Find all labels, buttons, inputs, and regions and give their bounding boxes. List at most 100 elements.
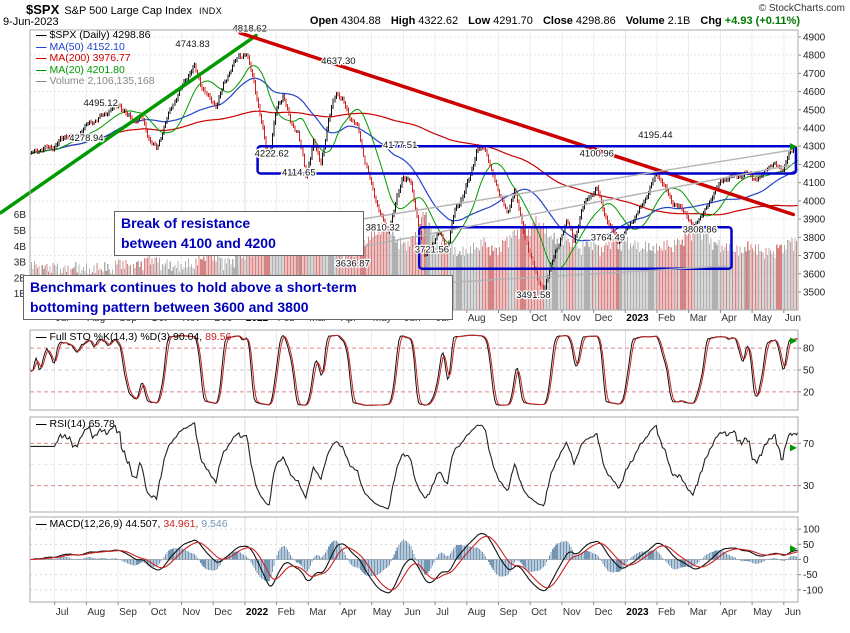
legend-ma200-label: MA(200) 3976.77 bbox=[49, 52, 131, 64]
price-axis-tick: 4400 bbox=[803, 124, 826, 135]
rsi-line-swatch: — bbox=[36, 418, 47, 430]
chg-value: +4.93 (+0.11%) bbox=[724, 15, 800, 27]
last-value-arrow bbox=[790, 337, 797, 345]
last-value-arrow bbox=[790, 444, 797, 452]
price-axis-tick: 3700 bbox=[803, 251, 826, 262]
price-axis-tick: 4800 bbox=[803, 51, 826, 62]
resistance-zone-4100-4200 bbox=[256, 144, 798, 175]
month-axis-label: Nov bbox=[183, 607, 201, 618]
indicator-panels bbox=[29, 334, 799, 594]
month-axis-label: Mar bbox=[690, 607, 708, 618]
stochastic-legend: — Full STO %K(14,3) %D(3) 90.04, 89.56 bbox=[36, 331, 231, 344]
main-chart-legend: — $SPX (Daily) 4298.86 — MA(50) 4152.10 — M… bbox=[36, 29, 155, 88]
svg-text:70: 70 bbox=[803, 439, 815, 450]
volume-axis-tick: 6B bbox=[14, 210, 27, 221]
index-name: S&P 500 Large Cap Index bbox=[64, 5, 192, 17]
annotation-box1-line1: Break of resistance bbox=[121, 215, 251, 231]
volume-axis-tick: 3B bbox=[14, 258, 27, 269]
ticker-symbol: $SPX bbox=[26, 2, 60, 17]
month-axis-label: May bbox=[753, 313, 772, 324]
legend-volume: — Volume 2,106,135,168 bbox=[36, 75, 155, 88]
price-label: 3808.86 bbox=[683, 225, 717, 236]
svg-text:-100: -100 bbox=[803, 585, 823, 596]
month-axis-label: Feb bbox=[658, 313, 676, 324]
ma50-line bbox=[29, 77, 799, 242]
legend-ma20-label: MA(20) 4201.80 bbox=[49, 63, 125, 76]
price-label: 4100.96 bbox=[580, 148, 614, 159]
callout-line bbox=[349, 164, 793, 250]
month-axis-label: Nov bbox=[563, 313, 581, 324]
price-axis-tick: 4900 bbox=[803, 32, 826, 43]
month-axis-label: Apr bbox=[721, 607, 737, 618]
month-axis-label: Aug bbox=[87, 607, 105, 618]
month-axis-label: Feb bbox=[658, 607, 676, 618]
legend-ma50-label: MA(50) 4152.10 bbox=[49, 40, 125, 53]
price-axis-tick: 4300 bbox=[803, 142, 826, 153]
sto-line-swatch: — bbox=[36, 331, 47, 343]
volume-value: 2.1B bbox=[667, 15, 691, 27]
month-axis-label: Aug bbox=[468, 313, 486, 324]
callout-line bbox=[438, 265, 727, 284]
legend-ma50: — MA(50) 4152.10 bbox=[36, 40, 155, 54]
annotation-box2-line1: Benchmark continues to hold above a shor… bbox=[30, 279, 357, 295]
low-value: 4291.70 bbox=[493, 15, 533, 27]
price-axis-tick: 3800 bbox=[803, 233, 826, 244]
svg-text:0: 0 bbox=[803, 555, 809, 566]
price-label: 3636.87 bbox=[336, 259, 370, 270]
price-label: 4278.94 bbox=[69, 133, 103, 144]
annotation-bottoming-pattern: Benchmark continues to hold above a shor… bbox=[23, 275, 453, 321]
price-label: 3491.58 bbox=[516, 290, 550, 301]
callout-line bbox=[349, 149, 793, 222]
legend-volume-label: Volume 2,106,135,168 bbox=[49, 75, 155, 87]
price-label: 4222.62 bbox=[255, 148, 289, 159]
sto-d-line bbox=[29, 334, 799, 406]
svg-text:-50: -50 bbox=[803, 570, 818, 581]
month-axis-label: Nov bbox=[563, 607, 581, 618]
price-axis-tick: 4700 bbox=[803, 69, 826, 80]
uptrend-support-line bbox=[0, 33, 258, 215]
month-axis-label: May bbox=[373, 607, 392, 618]
chart-annotations: 4818.62 4743.83 4637.30 4495.12 4278.94 4222.… bbox=[0, 22, 798, 302]
volume-axis-tick: 2B bbox=[14, 273, 27, 284]
legend-sto-label: Full STO %K(14,3) %D(3) 90.04, bbox=[49, 331, 203, 343]
month-axis-label: Aug bbox=[468, 607, 486, 618]
month-axis-label: Dec bbox=[214, 607, 232, 618]
price-axis-tick: 4600 bbox=[803, 87, 826, 98]
price-axis-tick: 3500 bbox=[803, 287, 826, 298]
month-axis-label: Dec bbox=[595, 607, 613, 618]
stockcharts-copyright-link[interactable]: © StockCharts.com bbox=[758, 3, 845, 14]
month-axis-label: 2023 bbox=[626, 313, 649, 324]
month-axis-label: Sep bbox=[500, 313, 518, 324]
month-axis-label: Jul bbox=[436, 607, 449, 618]
price-label: 4743.83 bbox=[175, 39, 209, 50]
chg-label: Chg bbox=[700, 15, 722, 27]
macd-signal-line bbox=[30, 535, 799, 591]
ma50-line-swatch: — bbox=[36, 40, 47, 53]
price-label: 3810.32 bbox=[366, 222, 400, 233]
svg-text:50: 50 bbox=[803, 540, 815, 551]
month-axis-label: Sep bbox=[119, 607, 137, 618]
price-axis-tick: 4500 bbox=[803, 105, 826, 116]
month-axis-label: Feb bbox=[278, 607, 296, 618]
svg-text:30: 30 bbox=[803, 481, 815, 492]
open-label: Open bbox=[309, 15, 339, 27]
macd-line-swatch: — bbox=[36, 518, 47, 530]
month-axis-label: Apr bbox=[721, 313, 737, 324]
price-label: 4195.44 bbox=[638, 130, 672, 141]
month-axis-label: Jun bbox=[404, 607, 420, 618]
price-axis-tick: 3900 bbox=[803, 215, 826, 226]
svg-text:20: 20 bbox=[803, 387, 815, 398]
legend-spx-daily-label: $SPX (Daily) 4298.86 bbox=[49, 29, 151, 41]
price-axis-tick: 3600 bbox=[803, 269, 826, 280]
downtrend-resistance-line bbox=[238, 31, 796, 217]
month-axis-label: Sep bbox=[500, 607, 518, 618]
month-axis-label: May bbox=[753, 607, 772, 618]
month-axis-label: Dec bbox=[595, 313, 613, 324]
ma200-line-swatch: — bbox=[36, 52, 47, 64]
sto-k-line bbox=[29, 334, 799, 406]
legend-macd-signal-value: 34.961, bbox=[163, 518, 199, 530]
svg-text:100: 100 bbox=[803, 525, 820, 536]
spx-line-swatch: — bbox=[36, 29, 47, 41]
